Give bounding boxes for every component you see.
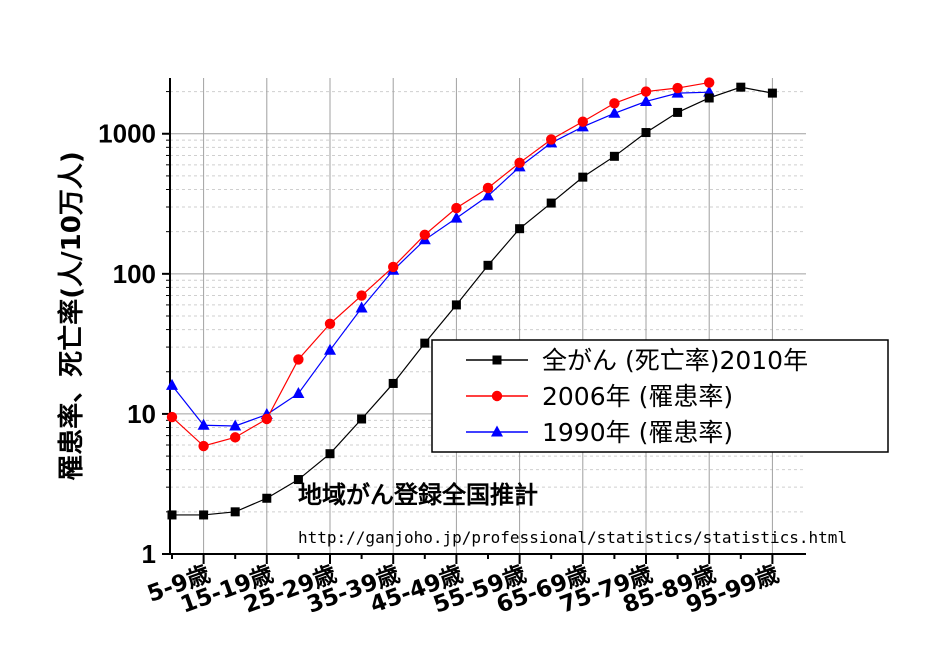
data-point bbox=[230, 507, 240, 517]
data-point bbox=[324, 318, 336, 329]
series-line bbox=[171, 91, 710, 427]
data-point bbox=[199, 510, 209, 520]
legend-label: 全がん (死亡率)2010年 bbox=[542, 346, 808, 375]
data-point bbox=[325, 449, 335, 459]
legend-label: 2006年 (罹患率) bbox=[542, 382, 733, 411]
data-point bbox=[515, 224, 525, 234]
series-square bbox=[167, 82, 777, 520]
legend-marker bbox=[491, 425, 503, 437]
series-line bbox=[171, 81, 710, 447]
data-point bbox=[293, 354, 304, 365]
data-point bbox=[229, 419, 242, 431]
data-point bbox=[450, 211, 463, 223]
data-point bbox=[609, 98, 620, 109]
annotation-title: 地域がん登録全国推計 bbox=[298, 481, 538, 509]
data-point bbox=[578, 172, 588, 182]
y-tick-label: 100 bbox=[113, 259, 156, 289]
data-point bbox=[514, 157, 525, 169]
data-point bbox=[673, 107, 683, 117]
data-point bbox=[546, 198, 556, 208]
series-line bbox=[172, 86, 773, 516]
x-axis-ticks: 5-9歳15-19歳25-29歳35-39歳45-49歳55-59歳65-69歳… bbox=[144, 554, 782, 619]
data-point bbox=[166, 411, 178, 423]
annotation-url: http://ganjoho.jp/professional/statistic… bbox=[298, 528, 847, 547]
data-point bbox=[197, 418, 210, 430]
data-point bbox=[166, 378, 178, 390]
y-tick-label: 1000 bbox=[98, 119, 156, 149]
data-point bbox=[293, 475, 303, 485]
data-point bbox=[292, 386, 305, 398]
data-point bbox=[419, 229, 430, 240]
data-point bbox=[451, 202, 462, 214]
data-point bbox=[324, 343, 336, 355]
legend: 全がん (死亡率)2010年 2006年 (罹患率) 1990年 (罹患率) bbox=[431, 339, 889, 453]
y-axis-ticks: 1 10 100 1000 bbox=[98, 91, 170, 569]
series-group bbox=[166, 77, 777, 520]
data-point bbox=[641, 128, 651, 138]
data-point bbox=[357, 414, 367, 424]
data-point bbox=[736, 82, 746, 92]
y-axis-label: 罹患率、死亡率(人/10万人) bbox=[56, 151, 87, 480]
data-point bbox=[704, 77, 715, 88]
legend-marker bbox=[492, 355, 502, 365]
data-point bbox=[261, 413, 272, 425]
y-tick-label: 10 bbox=[127, 399, 156, 429]
data-point bbox=[388, 378, 398, 388]
data-point bbox=[640, 86, 652, 97]
data-point bbox=[167, 510, 177, 520]
data-point bbox=[483, 260, 493, 270]
data-point bbox=[451, 300, 461, 310]
data-point bbox=[230, 432, 241, 443]
data-point bbox=[546, 134, 557, 145]
data-point bbox=[356, 290, 367, 301]
data-point bbox=[672, 82, 683, 94]
data-point bbox=[577, 116, 588, 127]
legend-marker bbox=[491, 390, 503, 402]
legend-label: 1990年 (罹患率) bbox=[542, 418, 733, 447]
data-point bbox=[355, 301, 368, 313]
data-point bbox=[482, 189, 494, 201]
data-point bbox=[420, 338, 430, 348]
series-circle bbox=[166, 77, 715, 452]
data-point bbox=[640, 94, 652, 106]
data-point bbox=[198, 440, 209, 452]
data-point bbox=[388, 261, 399, 273]
data-point bbox=[262, 493, 272, 503]
data-point bbox=[767, 88, 777, 98]
data-point bbox=[608, 106, 621, 118]
data-point bbox=[704, 93, 714, 103]
y-tick-label: 1 bbox=[142, 539, 156, 569]
data-point bbox=[609, 151, 619, 161]
data-point bbox=[482, 182, 494, 194]
